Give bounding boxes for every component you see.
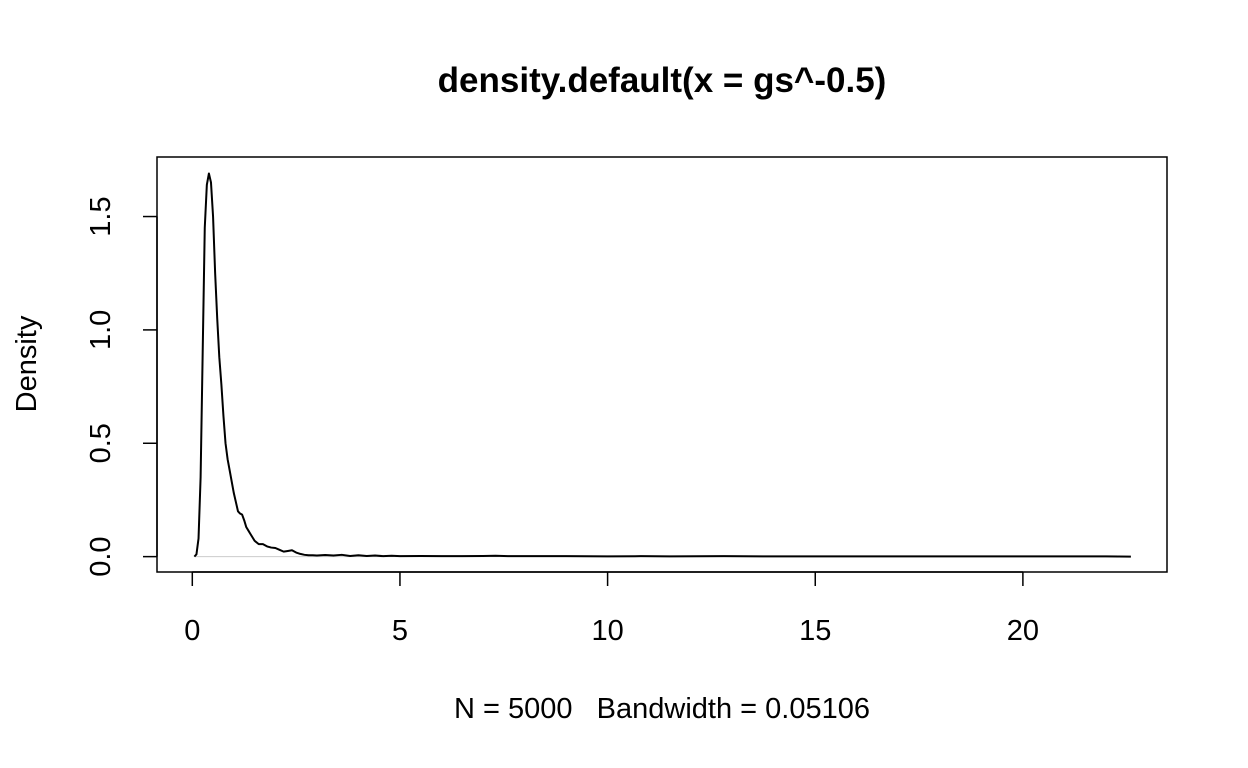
y-tick-label: 0.0 — [85, 536, 117, 576]
x-tick-label: 0 — [184, 615, 200, 647]
x-axis-label: N = 5000 Bandwidth = 0.05106 — [454, 693, 870, 725]
density-series-line — [193, 172, 1131, 558]
y-axis-label: Density — [11, 315, 43, 412]
y-tick-label: 0.5 — [85, 423, 117, 463]
y-axis: 0.0 0.5 1.0 1.5 — [85, 196, 158, 577]
chart-title: density.default(x = gs^-0.5) — [438, 61, 887, 100]
x-tick-label: 5 — [392, 615, 408, 647]
x-tick-label: 20 — [1007, 615, 1039, 647]
x-tick-label: 10 — [591, 615, 623, 647]
plot-frame — [156, 156, 1168, 573]
y-tick-label: 1.5 — [85, 196, 117, 236]
y-tick-label: 1.0 — [85, 310, 117, 350]
x-axis: 0 5 10 15 20 — [184, 571, 1039, 647]
x-tick-label: 15 — [799, 615, 831, 647]
